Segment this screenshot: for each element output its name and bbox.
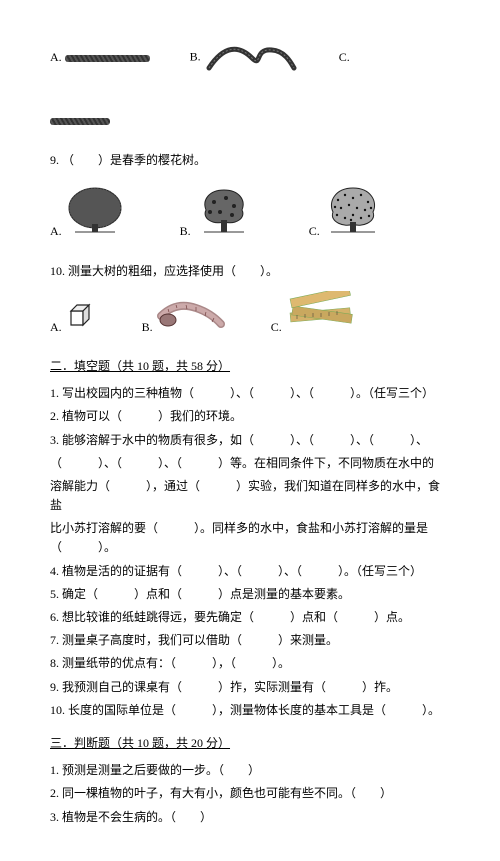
s2-q9: 9. 我预测自己的课桌有（ ）拃，实际测量有（ ）拃。: [50, 678, 450, 697]
tree-dotted-icon: [323, 180, 383, 235]
s2-q5: 5. 确定（ ）点和（ ）点是测量的基本要素。: [50, 585, 450, 604]
s2-q8: 8. 测量纸带的优点有：（ ），（ ）。: [50, 654, 450, 673]
s2-q1: 1. 写出校园内的三种植物（ ）、（ ）、（ ）。（任写三个）: [50, 384, 450, 403]
q10-b-label: B.: [142, 320, 153, 334]
q9-option-b: B.: [180, 180, 254, 241]
q10-option-a: A.: [50, 299, 97, 337]
s2-q3d: 比小苏打溶解的要（ ）。同样多的水中，食盐和小苏打溶解的量是（ ）。: [50, 519, 450, 557]
s2-q6: 6. 想比较谁的纸蛙跳得远，要先确定（ ）点和（ ）点。: [50, 608, 450, 627]
q9-a-label: A.: [50, 224, 62, 238]
q9-c-label: C.: [309, 224, 320, 238]
q10-c-label: C.: [271, 320, 282, 334]
s2-q3c: 溶解能力（ ），通过（ ）实验，我们知道在同样多的水中，食盐: [50, 477, 450, 515]
q8-options: A. B. C.: [50, 40, 450, 75]
s2-q7: 7. 测量桌子高度时，我们可以借助（ ）来测量。: [50, 631, 450, 650]
q8-b-label: B.: [190, 49, 201, 63]
q9-b-label: B.: [180, 224, 191, 238]
s2-q3a: 3. 能够溶解于水中的物质有很多，如（ ）、（ ）、（ ）、: [50, 431, 450, 450]
q8-option-a-second-rope: [50, 100, 450, 131]
q10-a-label: A.: [50, 320, 62, 334]
s2-q10: 10. 长度的国际单位是（ ），测量物体长度的基本工具是（ ）。: [50, 701, 450, 720]
section2-title: 二．填空题（共 10 题，共 58 分）: [50, 357, 450, 376]
s3-q1: 1. 预测是测量之后要做的一步。（ ）: [50, 761, 450, 780]
q10-options: A. B. C.: [50, 291, 450, 337]
s2-q2: 2. 植物可以（ ）我们的环境。: [50, 407, 450, 426]
folding-ruler-icon: [285, 291, 360, 331]
measuring-tape-icon: [156, 296, 226, 331]
s3-q3: 3. 植物是不会生病的。（ ）: [50, 808, 450, 827]
rope-straight-icon: [65, 55, 150, 62]
q10-option-c: C.: [271, 291, 360, 337]
tree-blossom-icon: [194, 180, 254, 235]
rope-short-icon: [50, 118, 110, 125]
q8-option-c: C.: [339, 48, 350, 67]
q10-text: 10. 测量大树的粗细，应选择使用（ ）。: [50, 262, 450, 281]
q8-c-label: C.: [339, 50, 350, 64]
tree-shrub-icon: [65, 180, 125, 235]
s3-q2: 2. 同一棵植物的叶子，有大有小，颜色也可能有些不同。（ ）: [50, 784, 450, 803]
q9-text: 9. （ ）是春季的樱花树。: [50, 151, 450, 170]
q8-option-a: A.: [50, 48, 150, 67]
s2-q4: 4. 植物是活的的证据有（ ）、（ ）、（ ）。（任写三个）: [50, 562, 450, 581]
s2-q3b: （ ）、（ ）、（ ）等。在相同条件下，不同物质在水中的: [50, 454, 450, 473]
q9-option-a: A.: [50, 180, 125, 241]
q9-option-c: C.: [309, 180, 383, 241]
q8-option-b: B.: [190, 40, 299, 75]
rope-loop-icon: [204, 40, 299, 75]
cube-icon: [65, 299, 97, 331]
q10-option-b: B.: [142, 296, 226, 337]
section3-title: 三．判断题（共 10 题，共 20 分）: [50, 734, 450, 753]
q9-options: A. B. C.: [50, 180, 450, 241]
q8-a-label: A.: [50, 50, 62, 64]
